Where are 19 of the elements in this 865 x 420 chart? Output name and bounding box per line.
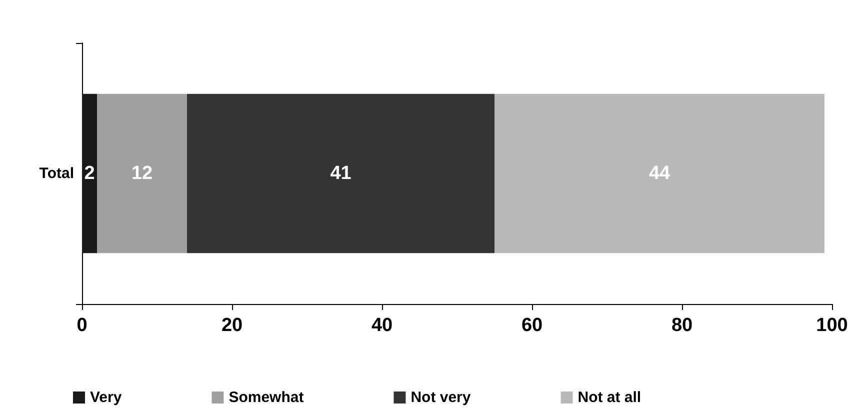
x-tick-label: 0 — [76, 315, 88, 336]
data-label: 12 — [131, 163, 153, 184]
data-label: 2 — [84, 163, 95, 184]
x-tick-label: 40 — [371, 315, 393, 336]
bar — [494, 94, 824, 254]
data-label: 41 — [330, 163, 352, 184]
bar — [187, 94, 494, 254]
legend-label: Very — [90, 389, 122, 406]
bar — [82, 94, 97, 254]
bar — [97, 94, 187, 254]
x-tick-label: 100 — [816, 315, 848, 336]
legend-label: Somewhat — [228, 389, 304, 406]
data-label: 44 — [648, 163, 670, 184]
x-tick-label: 60 — [521, 315, 543, 336]
y-tick-label: Total — [39, 165, 74, 182]
legend-label: Not very — [410, 389, 472, 406]
legend-label: Not at all — [578, 389, 642, 406]
x-tick-label: 80 — [671, 315, 693, 336]
x-tick-label: 20 — [221, 315, 243, 336]
